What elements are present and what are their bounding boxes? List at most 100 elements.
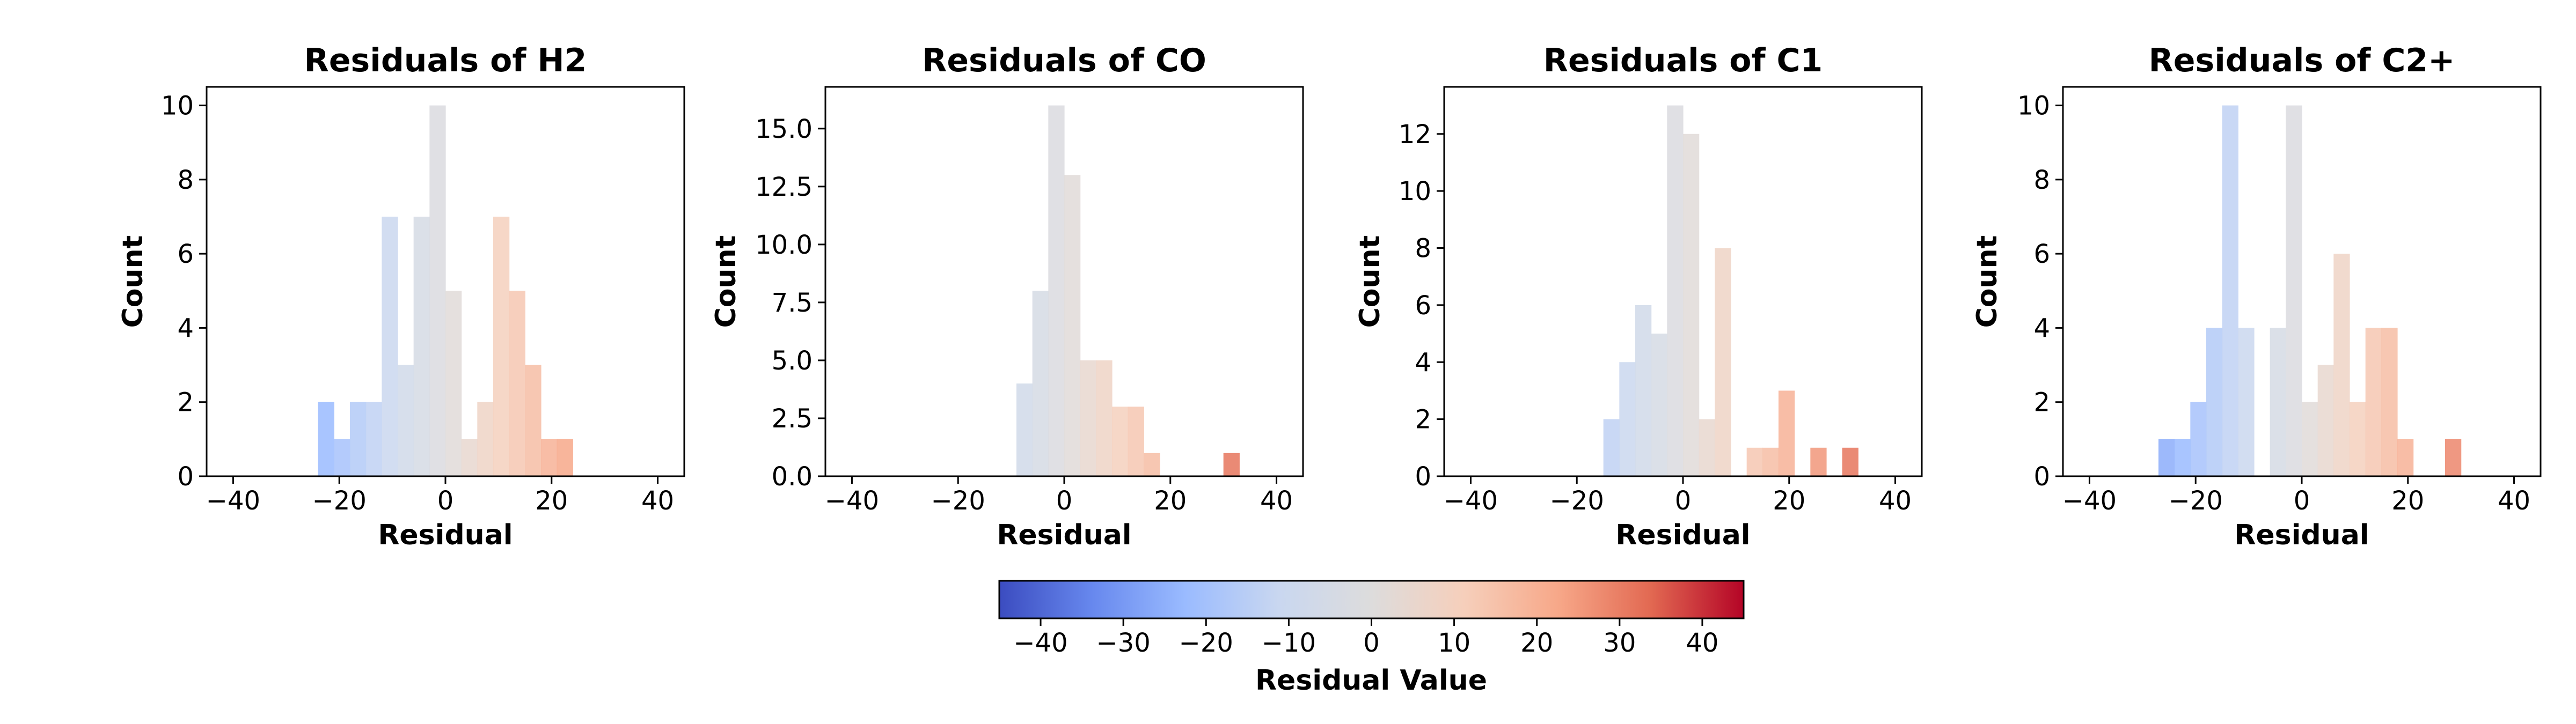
histogram-bar <box>525 365 541 476</box>
x-tick-label: 40 <box>2498 486 2530 516</box>
histogram-bar <box>2286 105 2302 476</box>
histogram-bar <box>1032 291 1049 476</box>
histogram-bar <box>557 439 573 476</box>
histogram-bar <box>1112 407 1129 476</box>
y-tick-label: 2 <box>2033 388 2050 418</box>
colorbar-tick-label: 40 <box>1686 628 1718 658</box>
histogram-bar <box>541 439 558 476</box>
x-tick-label: 40 <box>1260 486 1293 516</box>
x-tick-label: −40 <box>1444 486 1498 516</box>
x-tick-label: 0 <box>437 486 454 516</box>
histogram-c2plus: Residuals of C2+ Residual Count −40 −20 0 2… <box>1971 42 2542 551</box>
y-axis-label: Count <box>710 235 742 328</box>
histogram-bar <box>2206 328 2223 476</box>
histogram-bar <box>382 217 398 476</box>
y-tick-label: 10 <box>161 91 194 121</box>
x-tick-label: −20 <box>931 486 985 516</box>
x-tick-label: −40 <box>2062 486 2117 516</box>
histogram-bar <box>1746 447 1763 476</box>
y-tick-label: 4 <box>2033 313 2050 343</box>
y-tick-label: 15.0 <box>755 114 813 144</box>
histogram-bar <box>1762 447 1779 476</box>
y-tick-label: 8 <box>1415 234 1431 264</box>
x-tick-label: 40 <box>641 486 674 516</box>
y-tick-label: 4 <box>177 313 194 343</box>
histogram-bar <box>1128 407 1144 476</box>
x-axis-label: Residual <box>378 519 513 551</box>
y-tick-label: 10 <box>2017 91 2050 121</box>
histogram-bar <box>398 365 414 476</box>
colorbar-label: Residual Value <box>1255 664 1487 697</box>
histogram-bar <box>1779 390 1795 476</box>
histogram-bar <box>1667 105 1684 476</box>
y-tick-label: 12 <box>1399 120 1431 150</box>
histogram-bar <box>2302 402 2318 476</box>
x-tick-label: 20 <box>535 486 568 516</box>
y-tick-label: 12.5 <box>755 172 813 202</box>
histogram-bar <box>2222 105 2238 476</box>
y-tick-label: 0.0 <box>772 462 813 492</box>
y-tick-label: 8 <box>2033 165 2050 195</box>
histogram-bar <box>1048 105 1065 476</box>
chart-title: Residuals of CO <box>922 42 1206 79</box>
x-tick-label: −40 <box>206 486 260 516</box>
histogram-bar <box>413 217 430 476</box>
y-axis-label: Count <box>1354 235 1386 328</box>
histogram-bar <box>1715 248 1731 476</box>
chart-title: Residuals of C2+ <box>2149 42 2455 79</box>
histogram-bar <box>2174 439 2191 476</box>
histogram-bar <box>1144 453 1160 476</box>
colorbar-tick-label: 20 <box>1520 628 1553 658</box>
histogram-bar <box>2238 328 2255 476</box>
y-tick-label: 0 <box>1415 462 1431 492</box>
y-tick-label: 6 <box>1415 291 1431 321</box>
histogram-bar <box>2158 439 2175 476</box>
chart-title: Residuals of H2 <box>304 42 587 79</box>
histogram-c1: Residuals of C1 Residual Count −40 −20 0 20… <box>1354 42 1923 551</box>
x-tick-label: 20 <box>1154 486 1187 516</box>
histogram-bar <box>2381 328 2398 476</box>
y-tick-label: 7.5 <box>772 288 813 318</box>
histogram-bar <box>2445 439 2462 476</box>
y-tick-label: 5.0 <box>772 346 813 376</box>
histogram-bar <box>1223 453 1240 476</box>
histogram-bar <box>1096 360 1113 476</box>
x-tick-label: −20 <box>312 486 367 516</box>
histogram-bar <box>1603 419 1620 476</box>
histogram-bar <box>461 439 478 476</box>
x-tick-label: 0 <box>1675 486 1692 516</box>
histogram-bar <box>477 402 494 476</box>
histogram-bar <box>1080 360 1096 476</box>
colorbar-tick-label: −40 <box>1013 628 1067 658</box>
y-tick-label: 10.0 <box>755 230 813 260</box>
histogram-bar <box>1651 334 1667 476</box>
colorbar-gradient <box>998 580 1745 619</box>
x-tick-label: 0 <box>2294 486 2310 516</box>
colorbar-tick-label: 10 <box>1438 628 1470 658</box>
x-tick-label: 40 <box>1879 486 1912 516</box>
y-tick-label: 2 <box>1415 405 1431 435</box>
histogram-bar <box>2365 328 2382 476</box>
x-axis-label: Residual <box>1615 519 1750 551</box>
y-axis-label: Count <box>1971 235 2003 328</box>
y-tick-label: 6 <box>177 239 194 269</box>
y-tick-label: 0 <box>2033 462 2050 492</box>
y-tick-label: 2 <box>177 388 194 418</box>
histogram-bar <box>1810 447 1827 476</box>
histogram-bar <box>2333 254 2350 476</box>
histogram-bar <box>2397 439 2414 476</box>
x-tick-label: −40 <box>825 486 879 516</box>
chart-title: Residuals of C1 <box>1543 42 1823 79</box>
x-axis-label: Residual <box>997 519 1131 551</box>
x-axis-label: Residual <box>2234 519 2369 551</box>
y-tick-label: 4 <box>1415 348 1431 378</box>
histogram-bar <box>365 402 382 476</box>
y-tick-label: 8 <box>177 165 194 195</box>
x-tick-label: −20 <box>1550 486 1604 516</box>
histogram-bar <box>1842 447 1858 476</box>
histogram-bar <box>1683 134 1700 476</box>
x-tick-label: 20 <box>1773 486 1805 516</box>
y-tick-label: 0 <box>177 462 194 492</box>
x-tick-label: 20 <box>2391 486 2424 516</box>
